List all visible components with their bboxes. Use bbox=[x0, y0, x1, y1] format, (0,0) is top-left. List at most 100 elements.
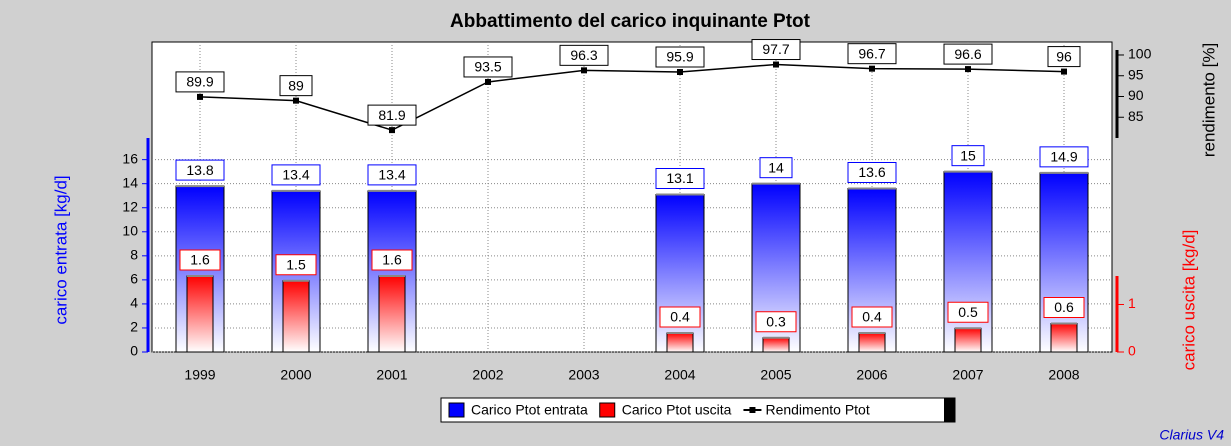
value-label: 13.1 bbox=[666, 170, 693, 186]
value-label-box bbox=[655, 46, 705, 68]
y-tick-label: 8 bbox=[130, 247, 138, 263]
y-tick-label: 16 bbox=[122, 150, 138, 166]
x-tick-label: 2002 bbox=[472, 367, 503, 383]
value-label: 89.9 bbox=[186, 74, 213, 90]
x-tick-label: 2000 bbox=[280, 367, 311, 383]
value-label-box bbox=[655, 168, 705, 190]
y-tick-label: 14 bbox=[122, 174, 138, 190]
bar bbox=[1039, 172, 1089, 353]
y2-tick-label: 100 bbox=[1128, 46, 1152, 62]
value-label-box bbox=[367, 164, 417, 186]
legend-label: Carico Ptot entrata bbox=[471, 402, 588, 418]
y-tick-label: 6 bbox=[130, 271, 138, 287]
value-label: 81.9 bbox=[378, 107, 405, 123]
value-label: 96.7 bbox=[858, 45, 885, 61]
y2-axis-label: rendimento [%] bbox=[1199, 43, 1218, 157]
y-tick-label: 10 bbox=[122, 222, 138, 238]
footer: Clarius V4 bbox=[1159, 427, 1224, 443]
marker bbox=[293, 97, 299, 104]
x-tick-label: 1999 bbox=[184, 367, 215, 383]
value-label-box bbox=[847, 43, 897, 65]
value-label: 96.3 bbox=[570, 47, 597, 63]
value-label-box bbox=[175, 159, 225, 181]
y-tick-label: 4 bbox=[130, 295, 138, 311]
value-label-box bbox=[851, 306, 893, 328]
legend bbox=[440, 397, 956, 423]
x-tick-label: 2008 bbox=[1048, 367, 1079, 383]
value-label: 0.4 bbox=[862, 309, 882, 325]
value-label: 97.7 bbox=[762, 41, 789, 57]
value-label: 96.6 bbox=[954, 46, 981, 62]
value-label-box bbox=[559, 44, 609, 66]
bar bbox=[858, 332, 886, 353]
line bbox=[199, 63, 1065, 131]
value-label: 14 bbox=[768, 159, 784, 175]
bar bbox=[762, 337, 790, 353]
legend-swatch-marker bbox=[749, 407, 756, 413]
marker bbox=[677, 69, 683, 75]
y-tick-label: 2 bbox=[130, 319, 138, 335]
value-label: 0.3 bbox=[766, 313, 786, 329]
x-tick-label: 2005 bbox=[760, 367, 791, 383]
marker bbox=[389, 127, 395, 134]
value-label-box bbox=[751, 39, 801, 61]
value-label: 13.6 bbox=[858, 164, 885, 180]
value-label-box bbox=[179, 249, 221, 271]
value-label: 93.5 bbox=[474, 59, 501, 75]
bar bbox=[378, 275, 406, 353]
legend-shadow bbox=[944, 398, 955, 422]
value-label: 13.4 bbox=[378, 167, 405, 183]
y-axis-label: carico entrata [kg/d] bbox=[51, 175, 70, 324]
value-label: 96 bbox=[1056, 48, 1072, 64]
marker bbox=[485, 78, 491, 85]
x-tick-label: 2001 bbox=[376, 367, 407, 383]
value-label: 13.4 bbox=[282, 167, 309, 183]
value-label-box bbox=[279, 75, 313, 97]
y3-tick-label: 0 bbox=[1128, 343, 1136, 359]
legend-swatch bbox=[448, 402, 465, 418]
value-label: 0.4 bbox=[670, 309, 690, 325]
marker bbox=[581, 67, 587, 74]
bar bbox=[1050, 323, 1078, 353]
y2-tick-label: 85 bbox=[1128, 108, 1144, 124]
value-label: 13.8 bbox=[186, 162, 213, 178]
y2-tick-label: 90 bbox=[1128, 87, 1144, 103]
bar bbox=[954, 327, 982, 353]
value-label: 0.6 bbox=[1054, 299, 1074, 315]
value-label-box bbox=[951, 145, 985, 167]
value-label-box bbox=[1043, 297, 1085, 318]
x-tick-label: 2007 bbox=[952, 367, 983, 383]
value-label: 15 bbox=[960, 147, 976, 163]
x-tick-label: 2004 bbox=[664, 367, 695, 383]
value-label-box bbox=[1047, 46, 1081, 68]
bar bbox=[666, 332, 694, 353]
x-tick-label: 2003 bbox=[568, 367, 599, 383]
bar bbox=[943, 171, 993, 353]
value-label-box bbox=[755, 311, 797, 333]
value-label: 0.5 bbox=[958, 304, 978, 320]
value-label: 95.9 bbox=[666, 49, 693, 65]
value-label: 89 bbox=[288, 77, 304, 93]
marker bbox=[1061, 68, 1067, 75]
value-label-box bbox=[463, 56, 513, 78]
value-label-box bbox=[847, 161, 897, 183]
value-label-box bbox=[947, 301, 989, 323]
marker bbox=[869, 65, 875, 72]
legend-label: Rendimento Ptot bbox=[765, 402, 869, 418]
value-label-box bbox=[659, 306, 701, 328]
value-label-box bbox=[1039, 146, 1089, 168]
y-tick-label: 0 bbox=[130, 343, 138, 359]
x-tick-label: 2006 bbox=[856, 367, 887, 383]
value-label: 1.6 bbox=[190, 252, 210, 268]
marker bbox=[197, 93, 203, 100]
y-tick-label: 12 bbox=[122, 198, 138, 214]
y3-tick-label: 1 bbox=[1128, 295, 1136, 311]
marker bbox=[965, 66, 971, 73]
y2-tick-label: 95 bbox=[1128, 66, 1144, 82]
value-label-box bbox=[371, 249, 413, 271]
bar bbox=[282, 280, 310, 353]
legend-label: Carico Ptot uscita bbox=[622, 402, 732, 418]
y3-axis-label: carico uscita [kg/d] bbox=[1179, 230, 1198, 371]
value-label-box bbox=[367, 104, 417, 126]
value-label-box bbox=[759, 157, 793, 179]
